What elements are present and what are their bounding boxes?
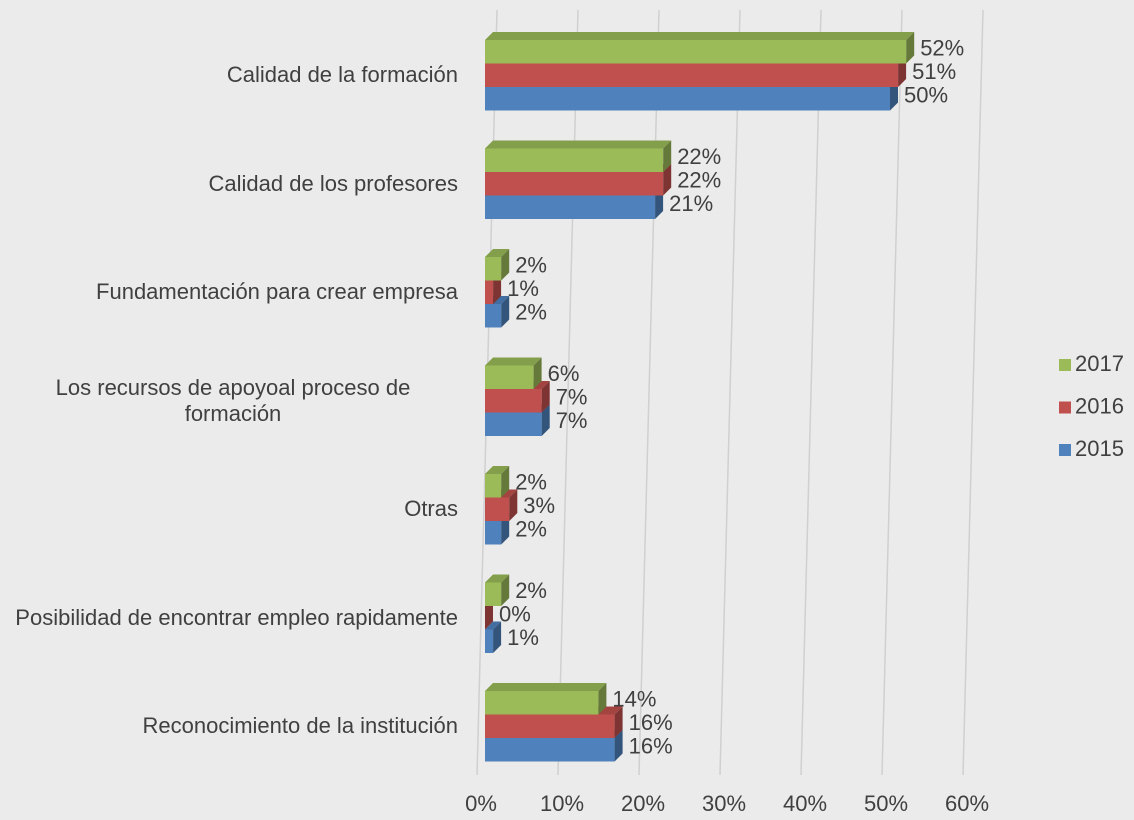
legend-label: 2017 — [1075, 351, 1124, 376]
grid-line — [962, 9, 984, 776]
data-label: 3% — [523, 493, 555, 518]
bar-top — [485, 466, 510, 474]
x-tick-label: 60% — [945, 791, 989, 816]
bar — [485, 257, 502, 281]
data-label: 6% — [548, 361, 580, 386]
data-label: 2% — [515, 253, 547, 278]
category-text: Otras — [404, 496, 458, 522]
bar-top — [485, 249, 510, 257]
bar — [485, 87, 890, 111]
bar — [485, 691, 599, 715]
category-label: Calidad de la formación — [8, 62, 458, 88]
category-text: Calidad de los profesores — [208, 170, 458, 196]
x-tick-label: 20% — [621, 791, 665, 816]
legend-swatch — [1059, 401, 1071, 414]
x-tick-label: 50% — [864, 791, 908, 816]
bar — [485, 521, 502, 545]
bar-side — [541, 381, 550, 413]
grid-line — [800, 9, 822, 776]
bar — [485, 497, 510, 521]
bar — [485, 389, 542, 413]
bar-side — [906, 32, 915, 64]
bar — [485, 738, 615, 762]
data-label: 7% — [556, 408, 588, 433]
bar-side — [501, 574, 510, 606]
data-label: 50% — [904, 83, 948, 108]
bar-side — [509, 489, 518, 521]
category-label: Otras — [8, 496, 458, 522]
bar-side — [663, 140, 672, 172]
x-tick-label: 10% — [540, 791, 584, 816]
bar-side — [614, 706, 623, 738]
x-tick-label: 30% — [702, 791, 746, 816]
data-label: 2% — [515, 470, 547, 495]
data-label: 2% — [515, 517, 547, 542]
x-tick-label: 40% — [783, 791, 827, 816]
bar — [485, 365, 534, 389]
bar — [485, 304, 502, 328]
bar — [485, 412, 542, 436]
bar-top — [485, 140, 672, 149]
bar-side — [493, 621, 502, 653]
bar-side — [501, 296, 510, 328]
data-label: 22% — [677, 168, 721, 193]
data-label: 51% — [912, 59, 956, 84]
bar-top — [485, 683, 607, 691]
data-label: 16% — [629, 710, 673, 735]
category-text: Los recursos de apoyoal proceso de forma… — [55, 374, 411, 426]
grid-line — [638, 9, 660, 776]
category-label: Los recursos de apoyoal proceso de forma… — [8, 375, 458, 427]
category-text: Posibilidad de encontrar empleo rapidame… — [15, 604, 458, 630]
category-label: Posibilidad de encontrar empleo rapidame… — [8, 605, 458, 631]
grid-line — [719, 9, 741, 776]
data-label: 21% — [669, 191, 713, 216]
grid-line — [881, 9, 903, 776]
bar-top — [485, 32, 915, 40]
bar — [485, 582, 502, 606]
bar — [485, 40, 907, 64]
data-label: 14% — [612, 687, 656, 712]
bar-side — [501, 249, 510, 281]
bar-side — [598, 683, 607, 715]
data-label: 22% — [677, 144, 721, 169]
bar — [485, 172, 664, 196]
bar — [485, 195, 656, 219]
bar — [485, 714, 615, 738]
data-label: 1% — [507, 276, 539, 301]
category-label: Reconocimiento de la institución — [8, 713, 458, 739]
bar — [485, 148, 664, 172]
category-text: Calidad de la formación — [226, 62, 458, 88]
bar-side — [533, 357, 542, 389]
data-label: 0% — [499, 602, 531, 627]
bar — [485, 63, 899, 87]
category-text: Fundamentación para crear empresa — [96, 279, 458, 305]
x-tick-label: 0% — [465, 791, 497, 816]
bar-side — [501, 466, 510, 498]
bar-side — [541, 404, 550, 436]
bar-top — [485, 357, 542, 366]
category-label: Calidad de los profesores — [8, 171, 458, 197]
bar-side — [663, 164, 672, 196]
category-label: Fundamentación para crear empresa — [8, 279, 458, 305]
data-label: 1% — [507, 625, 539, 650]
bar-top — [485, 621, 502, 630]
data-label: 2% — [515, 300, 547, 325]
bar-side — [614, 730, 623, 762]
legend-label: 2015 — [1075, 436, 1124, 461]
grid-line — [557, 9, 579, 776]
data-label: 52% — [920, 36, 964, 61]
data-label: 7% — [556, 385, 588, 410]
bar-top — [485, 574, 510, 583]
bar — [485, 280, 494, 304]
data-label: 2% — [515, 578, 547, 603]
data-label: 16% — [629, 734, 673, 759]
legend-label: 2016 — [1075, 393, 1124, 418]
bar — [485, 629, 494, 653]
legend-swatch — [1059, 444, 1071, 456]
legend-swatch — [1059, 359, 1071, 371]
category-text: Reconocimiento de la institución — [142, 713, 458, 739]
bar — [485, 474, 502, 498]
